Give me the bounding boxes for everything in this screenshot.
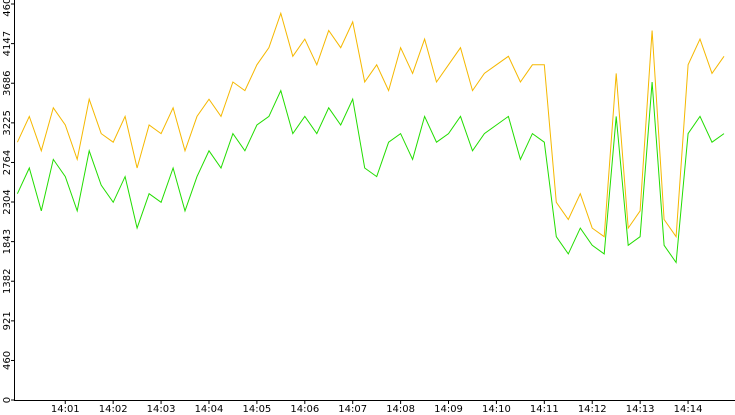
line: [16, 81, 725, 264]
x-tick-label: 14:04: [195, 404, 224, 415]
x-tick-label: 14:09: [434, 404, 463, 415]
x-tick-label: 14:11: [530, 404, 559, 415]
y-tick-label: 0: [2, 397, 13, 403]
line: [16, 11, 725, 239]
x-tick-label: 14:07: [338, 404, 367, 415]
x-tick-label: 14:03: [147, 404, 176, 415]
x-tick-label: 14:05: [242, 404, 271, 415]
x-tick-label: 14:10: [482, 404, 511, 415]
y-tick-label: 2304: [2, 189, 13, 214]
y-tick-label: 4608: [2, 0, 13, 17]
y-tick-label: 3686: [2, 71, 13, 96]
x-tick-label: 14:02: [99, 404, 128, 415]
x-tick-label: 14:13: [626, 404, 655, 415]
x-tick-label: 14:12: [578, 404, 607, 415]
y-tick-label: 460: [2, 351, 13, 370]
y-tick-label: 1382: [2, 269, 13, 294]
y-tick-label: 4147: [2, 31, 13, 56]
x-tick-label: 14:06: [290, 404, 319, 415]
y-tick-label: 2764: [2, 150, 13, 175]
y-tick-label: 3225: [2, 110, 13, 135]
x-tick-label: 14:01: [51, 404, 80, 415]
y-tick-label: 1843: [2, 229, 13, 254]
x-tick-label: 14:14: [674, 404, 703, 415]
y-tick-label: 921: [2, 311, 13, 330]
x-tick-label: 14:08: [386, 404, 415, 415]
